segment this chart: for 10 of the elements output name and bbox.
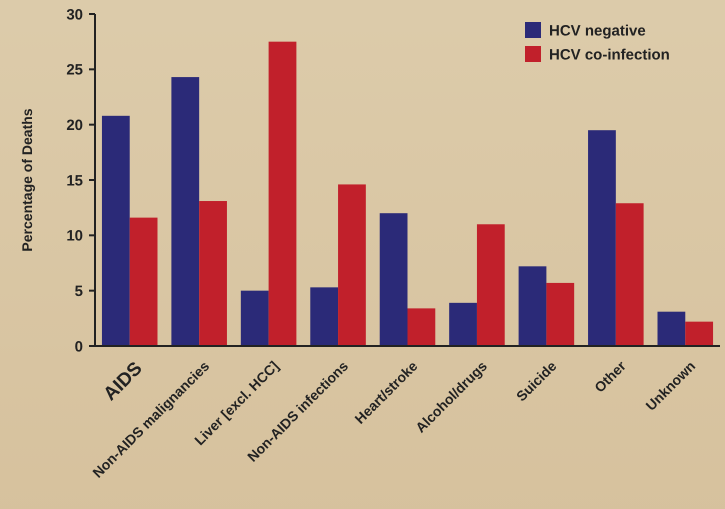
legend-label: HCV negative: [549, 22, 646, 40]
y-tick-label: 10: [66, 228, 83, 245]
legend-label: HCV co-infection: [549, 46, 670, 64]
y-tick-label: 0: [74, 338, 83, 356]
y-tick-label: 20: [66, 116, 83, 134]
y-tick-label: 30: [66, 6, 83, 24]
y-tick-label: 5: [74, 282, 83, 300]
y-tick-label: 15: [66, 172, 83, 190]
y-tick-label: 25: [66, 62, 83, 79]
y-axis-title: Percentage of Deaths: [19, 108, 35, 252]
